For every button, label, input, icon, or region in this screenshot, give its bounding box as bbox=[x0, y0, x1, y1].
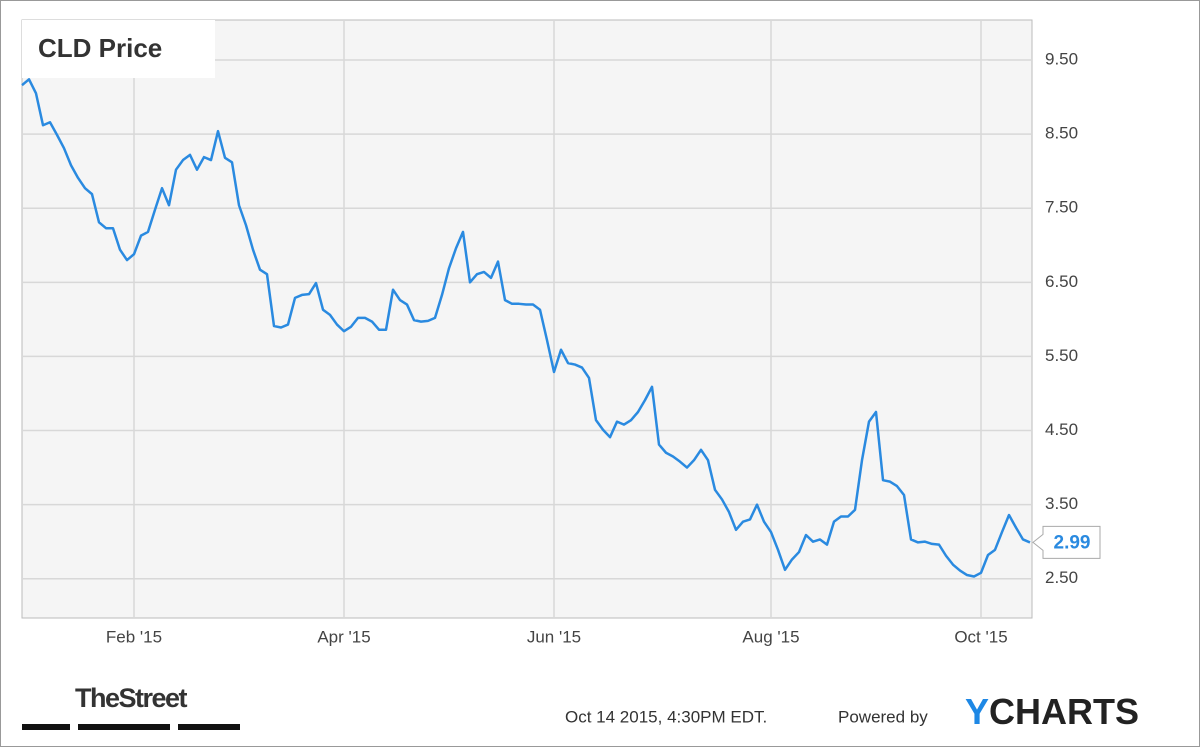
timestamp: Oct 14 2015, 4:30PM EDT. bbox=[565, 707, 767, 726]
logo-bar bbox=[78, 724, 170, 730]
x-tick-label: Feb '15 bbox=[106, 627, 162, 646]
brand-y: Y bbox=[965, 691, 989, 732]
y-tick-label: 6.50 bbox=[1045, 272, 1078, 291]
chart-title: CLD Price bbox=[38, 33, 162, 63]
title-box bbox=[22, 20, 215, 78]
x-tick-label: Apr '15 bbox=[317, 627, 370, 646]
last-value-label: 2.99 bbox=[1054, 532, 1091, 553]
y-tick-label: 9.50 bbox=[1045, 49, 1078, 68]
price-line bbox=[21, 78, 1031, 578]
y-tick-label: 2.50 bbox=[1045, 568, 1078, 587]
y-tick-label: 3.50 bbox=[1045, 494, 1078, 513]
y-tick-label: 8.50 bbox=[1045, 124, 1078, 143]
y-tick-label: 4.50 bbox=[1045, 420, 1078, 439]
powered-by: Powered by bbox=[838, 707, 928, 726]
y-tick-label: 7.50 bbox=[1045, 198, 1078, 217]
x-tick-label: Jun '15 bbox=[527, 627, 581, 646]
brand-rest: CHARTS bbox=[989, 691, 1139, 732]
last-value-box bbox=[1032, 525, 1101, 559]
source-logo: TheStreet bbox=[75, 683, 188, 713]
logo-bar bbox=[22, 724, 70, 730]
brand: YCHARTS bbox=[965, 691, 1139, 732]
plot-area bbox=[21, 19, 1033, 619]
x-tick-label: Aug '15 bbox=[742, 627, 799, 646]
x-tick-label: Oct '15 bbox=[954, 627, 1007, 646]
y-tick-label: 5.50 bbox=[1045, 346, 1078, 365]
logo-bar bbox=[178, 724, 240, 730]
